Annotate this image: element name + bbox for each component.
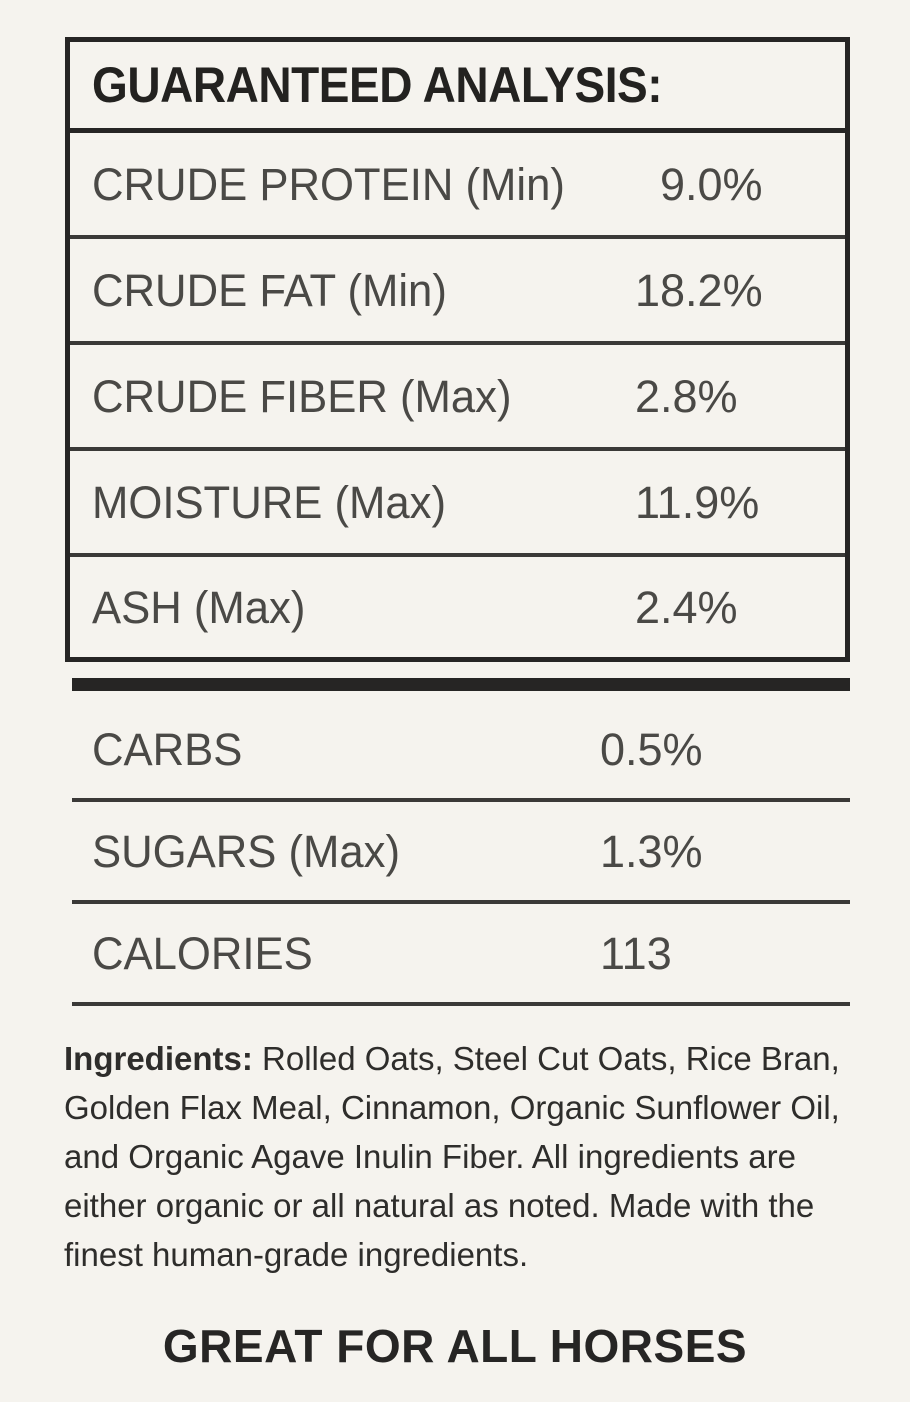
guaranteed-analysis-table: GUARANTEED ANALYSIS: CRUDE PROTEIN (Min)…: [65, 37, 850, 662]
nutrient-label: SUGARS (Max): [92, 825, 401, 877]
table-row: CRUDE PROTEIN (Min) 9.0%: [70, 133, 845, 239]
nutrient-label: CRUDE PROTEIN (Min): [92, 158, 565, 210]
ingredients-heading: Ingredients:: [64, 1040, 253, 1077]
nutrient-value: 0.5%: [600, 723, 703, 775]
table-row: ASH (Max) 2.4%: [70, 557, 845, 657]
nutrient-value: 2.4%: [635, 581, 738, 633]
nutrient-label: ASH (Max): [92, 581, 306, 633]
ingredients-body: Rolled Oats, Steel Cut Oats, Rice Bran, …: [64, 1040, 840, 1273]
nutrient-label: CRUDE FAT (Min): [92, 264, 447, 316]
nutrient-label: CRUDE FIBER (Max): [92, 370, 512, 422]
nutrient-label: MOISTURE (Max): [92, 476, 447, 528]
nutrient-value: 18.2%: [635, 264, 763, 316]
table-row: CRUDE FIBER (Max) 2.8%: [70, 345, 845, 451]
tagline: GREAT FOR ALL HORSES: [162, 1320, 748, 1372]
secondary-analysis-table: CARBS 0.5% SUGARS (Max) 1.3% CALORIES 11…: [72, 700, 850, 1006]
nutrient-value: 11.9%: [635, 476, 760, 528]
nutrient-value: 1.3%: [600, 825, 703, 877]
table-row: SUGARS (Max) 1.3%: [72, 802, 850, 904]
section-divider-bar: [72, 678, 850, 691]
table-row: CARBS 0.5%: [72, 700, 850, 802]
table-row: CALORIES 113: [72, 904, 850, 1006]
guaranteed-analysis-title: GUARANTEED ANALYSIS:: [92, 57, 663, 113]
nutrient-value: 2.8%: [635, 370, 738, 422]
nutrient-value: 9.0%: [660, 158, 763, 210]
nutrient-label: CALORIES: [92, 927, 313, 979]
ingredients-paragraph: Ingredients: Rolled Oats, Steel Cut Oats…: [64, 1034, 864, 1279]
nutrient-value: 113: [600, 927, 672, 979]
table-row: MOISTURE (Max) 11.9%: [70, 451, 845, 557]
guaranteed-analysis-title-row: GUARANTEED ANALYSIS:: [70, 42, 845, 133]
nutrient-label: CARBS: [92, 723, 243, 775]
table-row: CRUDE FAT (Min) 18.2%: [70, 239, 845, 345]
